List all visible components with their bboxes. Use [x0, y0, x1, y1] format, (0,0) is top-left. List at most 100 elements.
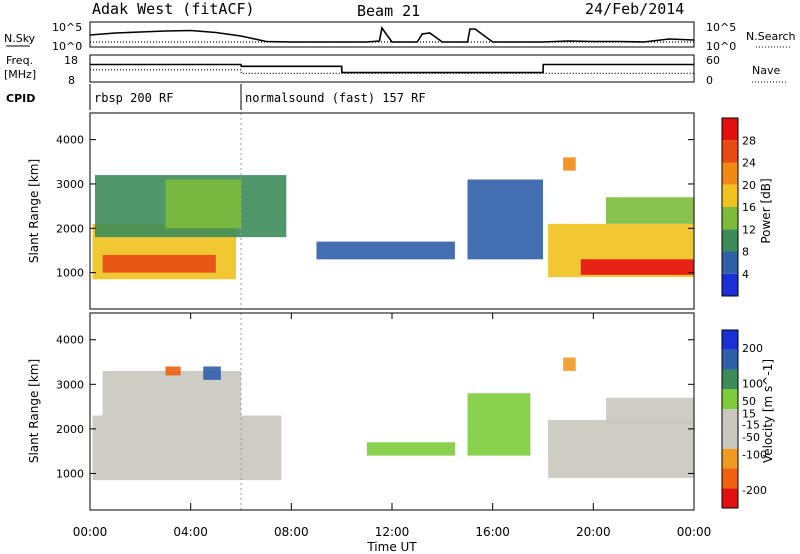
- velocity-colorbar-tick-6: 100: [742, 377, 763, 390]
- power-colorbar-label: Power [dB]: [759, 178, 773, 243]
- velocity-colorbar-frame: [721, 329, 739, 509]
- cpid-label: CPID: [6, 92, 35, 105]
- power-yticks-group: 1000 2000 3000 4000: [56, 134, 694, 280]
- cpid-bar: CPID rbsp 200 RF normalsound (fast) 157 R…: [6, 84, 426, 110]
- velocity-colorbar-label: Velocity [m s^-1]: [761, 359, 775, 463]
- power-panel-region-1: [102, 254, 216, 273]
- velocity-colorbar-swatch-3: [722, 428, 738, 449]
- x-tick-label-2: 08:00: [274, 525, 309, 539]
- velocity-panel-region-7: [605, 397, 694, 425]
- velocity-panel-ytick-label-0: 1000: [56, 467, 84, 480]
- velocity-xticks-group: 00:00 04:00 08:00 12:00 16:00 20:00 00:00: [73, 313, 712, 539]
- noise-right-tick-bottom: 10^0: [706, 40, 736, 53]
- freq-panel-frame: [89, 54, 695, 83]
- freq-panel-series-1: [90, 69, 694, 74]
- velocity-colorbar-tick-2: -50: [742, 431, 760, 444]
- velocity-colorbar-tick-5: 50: [742, 395, 756, 408]
- power-colorbar-tick-1: 8: [742, 246, 749, 259]
- velocity-panel-region-5: [467, 393, 531, 456]
- power-colorbar: 4 8 12 16 20 24 28: [721, 117, 756, 297]
- power-ylabel: Slant Range [km]: [27, 159, 41, 263]
- beam-title: Beam 21: [357, 2, 420, 20]
- power-colorbar-tick-5: 24: [742, 157, 756, 170]
- noise-panel-series-0: [89, 26, 695, 43]
- power-colorbar-swatch-5: [722, 162, 738, 185]
- noise-left-label: N.Sky: [4, 32, 36, 45]
- velocity-panel-region-0: [92, 415, 282, 481]
- freq-right-tick-bottom: 0: [706, 74, 713, 87]
- x-tick-label-6: 00:00: [677, 525, 712, 539]
- velocity-colorbar-tick-1: -100: [742, 449, 767, 462]
- velocity-panel-ytick-label-2: 3000: [56, 378, 84, 391]
- x-tick-label-4: 16:00: [475, 525, 510, 539]
- x-axis-label: Time UT: [366, 540, 417, 554]
- noise-left-tick-bottom: 10^0: [52, 40, 82, 53]
- power-panel-ytick-label-3: 4000: [56, 134, 84, 147]
- cpid-segments-group: rbsp 200 RF normalsound (fast) 157 RF: [94, 84, 426, 110]
- power-colorbar-swatch-3: [722, 207, 738, 230]
- x-tick-label-1: 04:00: [173, 525, 208, 539]
- freq-panel: Freq. [MHz] 18 8 60 0 Nave: [4, 54, 786, 87]
- noise-panel: N.Sky 10^5 10^0 10^5 10^0 N.Search: [4, 21, 796, 53]
- power-colorbar-swatch-6: [722, 140, 738, 163]
- velocity-panel-region-3: [203, 366, 221, 380]
- velocity-colorbar-swatch-8: [722, 330, 738, 350]
- velocity-colorbar-label-text: Velocity [m s^-1]: [761, 359, 775, 463]
- power-colorbar-tick-6: 28: [742, 134, 756, 147]
- power-panel-region-5: [467, 179, 543, 260]
- velocity-colorbar-tick-7: 200: [742, 342, 763, 355]
- date-title: 24/Feb/2014: [585, 0, 684, 18]
- power-panel-ytick-label-1: 2000: [56, 222, 84, 235]
- power-colorbar-tick-3: 16: [742, 201, 756, 214]
- cpid-segment-0: rbsp 200 RF: [94, 91, 173, 105]
- power-colorbar-swatch-7: [722, 118, 738, 141]
- x-tick-label-0: 00:00: [73, 525, 108, 539]
- velocity-panel-region-4: [366, 442, 455, 456]
- freq-left-tick-top: 18: [64, 54, 78, 67]
- power-data-group: [92, 113, 694, 309]
- cpid-segment-1: normalsound (fast) 157 RF: [245, 91, 426, 105]
- velocity-panel-ytick-label-1: 2000: [56, 423, 84, 436]
- power-colorbar-swatch-1: [722, 251, 738, 274]
- power-colorbar-tick-2: 12: [742, 223, 756, 236]
- velocity-panel-ytick-label-3: 4000: [56, 334, 84, 347]
- power-panel-frame: [89, 112, 695, 310]
- power-panel-region-7: [580, 259, 694, 275]
- velocity-colorbar-swatch-5: [722, 389, 738, 410]
- velocity-colorbar-swatch-1: [722, 468, 738, 489]
- power-panel: Slant Range [km] 1000 2000 3000 4000 4 8 12 16…: [27, 112, 773, 310]
- freq-left-unit: [MHz]: [4, 68, 36, 81]
- noise-left-tick-top: 10^5: [52, 21, 82, 34]
- velocity-panel-region-8: [563, 357, 576, 371]
- power-panel-ytick-label-2: 3000: [56, 178, 84, 191]
- noise-right-label: N.Search: [746, 30, 796, 43]
- station-title: Adak West (fitACF): [92, 0, 255, 18]
- velocity-colorbar-tick-0: -200: [742, 484, 767, 497]
- power-panel-region-8: [605, 197, 694, 224]
- velocity-colorbar-swatch-4: [722, 409, 738, 429]
- freq-panel-series-0: [90, 63, 694, 74]
- freq-right-tick-top: 60: [706, 54, 720, 67]
- velocity-panel-region-6: [548, 419, 694, 478]
- freq-right-label: Nave: [752, 64, 780, 77]
- freq-series-group: [90, 63, 694, 74]
- velocity-colorbar-tick-4: 15: [742, 408, 756, 421]
- velocity-colorbar-swatch-7: [722, 349, 738, 370]
- power-colorbar-frame: [721, 117, 739, 297]
- power-colorbar-swatch-0: [722, 273, 738, 296]
- power-panel-region-9: [563, 157, 576, 171]
- noise-right-tick-top: 10^5: [706, 21, 736, 34]
- velocity-colorbar-swatch-6: [722, 369, 738, 390]
- freq-left-tick-bottom: 8: [68, 74, 75, 87]
- noise-panel-frame: [89, 21, 695, 48]
- freq-left-label: Freq.: [6, 54, 33, 67]
- velocity-panel-region-2: [165, 366, 181, 376]
- power-colorbar-swatch-4: [722, 184, 738, 207]
- velocity-colorbar-swatch-2: [722, 448, 738, 469]
- x-tick-label-3: 12:00: [375, 525, 410, 539]
- power-colorbar-tick-0: 4: [742, 268, 749, 281]
- velocity-yticks-group: 1000 2000 3000 4000: [56, 334, 694, 480]
